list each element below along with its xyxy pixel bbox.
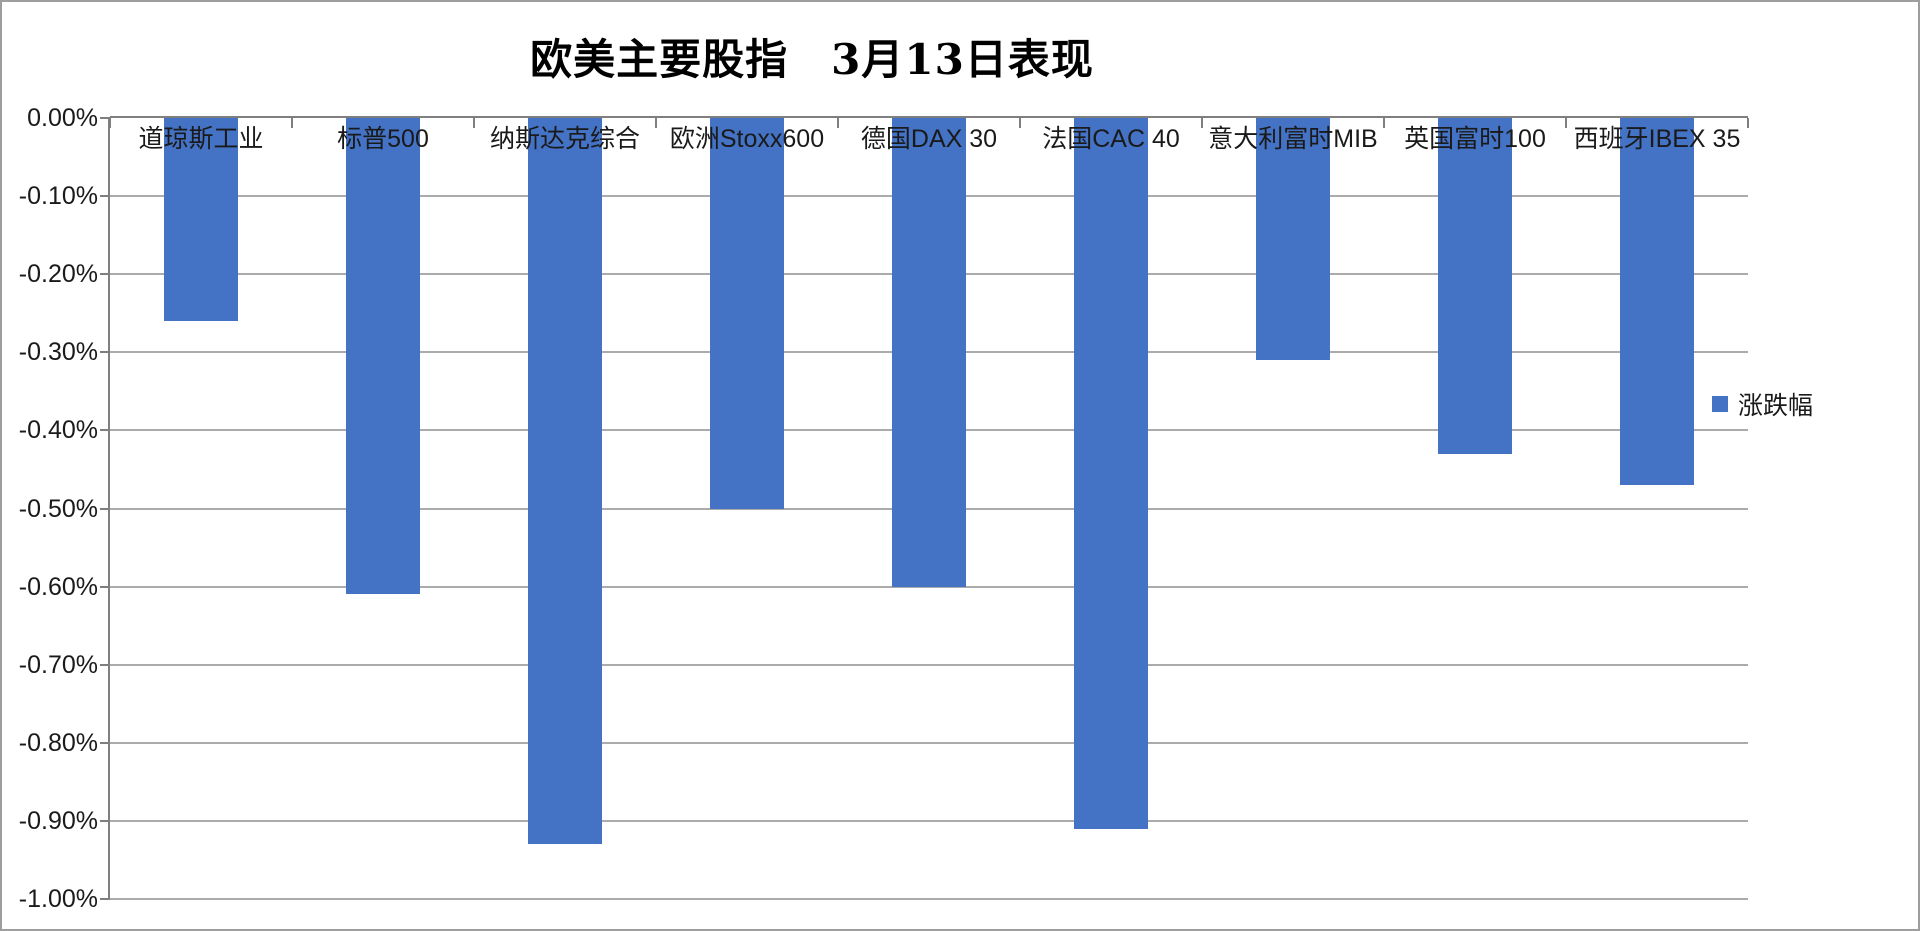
bar-1 [346,118,420,594]
x-axis-tick [1019,118,1021,128]
y-axis-tick-label: 0.00% [27,104,98,132]
x-axis-tick [1201,118,1203,128]
y-axis-tick-label: -0.80% [18,728,98,757]
y-axis-tick-label: -1.00% [18,885,98,913]
bar-5 [1074,118,1148,829]
category-label: 英国富时100 [1404,125,1546,153]
x-axis-tick [1383,118,1385,128]
y-axis-tick-label: -0.50% [18,494,98,523]
y-axis-tick [100,663,110,666]
bar-4 [892,118,966,587]
y-axis-tick [100,741,110,744]
y-axis-tick-label: -0.10% [18,182,98,211]
y-axis-tick-label: -0.40% [18,416,98,445]
y-axis-tick [100,195,110,198]
y-axis-tick-label: -0.20% [18,260,98,289]
gridline [110,898,1748,900]
category-label: 纳斯达克综合 [489,125,640,153]
bar-2 [528,118,602,844]
gridline [110,663,1748,666]
category-label: 西班牙IBEX 35 [1573,125,1741,153]
y-axis-tick-label: -0.60% [18,572,98,601]
y-axis-tick-label: -0.70% [18,650,98,679]
x-axis-tick [291,118,293,128]
y-axis-tick-label: -0.90% [18,806,98,835]
x-axis-tick [109,118,111,128]
category-label: 道琼斯工业 [138,125,264,153]
y-axis-line [108,118,110,899]
y-axis-tick [100,429,110,432]
x-axis-tick [1747,118,1749,128]
bar-8 [1620,118,1694,485]
chart-title: 欧美主要股指 3月13日表现 [530,35,1094,84]
x-axis-line [110,116,1748,118]
x-axis-tick [837,118,839,128]
y-axis-tick [100,898,110,900]
y-axis-tick [100,819,110,822]
category-label: 意大利富时MIB [1208,125,1378,153]
gridline [110,819,1748,822]
gridline [110,741,1748,744]
bar-7 [1438,118,1512,454]
x-axis-tick [1565,118,1567,128]
y-axis-tick [100,507,110,510]
bar-3 [710,118,784,509]
bar-6 [1256,118,1330,360]
category-label: 标普500 [337,125,429,153]
category-label: 德国DAX 30 [860,125,998,153]
x-axis-tick [655,118,657,128]
y-axis-tick [100,117,110,119]
category-label: 法国CAC 40 [1042,125,1180,153]
y-axis-tick [100,351,110,354]
y-axis-tick [100,585,110,588]
y-axis-tick-label: -0.30% [18,338,98,367]
legend: 涨跌幅 [1712,386,1813,422]
bar-0 [164,118,238,321]
legend-label: 涨跌幅 [1738,392,1814,420]
legend-swatch-icon [1712,396,1728,412]
category-label: 欧洲Stoxx600 [669,125,825,153]
x-axis-tick [473,118,475,128]
y-axis-tick [100,273,110,276]
